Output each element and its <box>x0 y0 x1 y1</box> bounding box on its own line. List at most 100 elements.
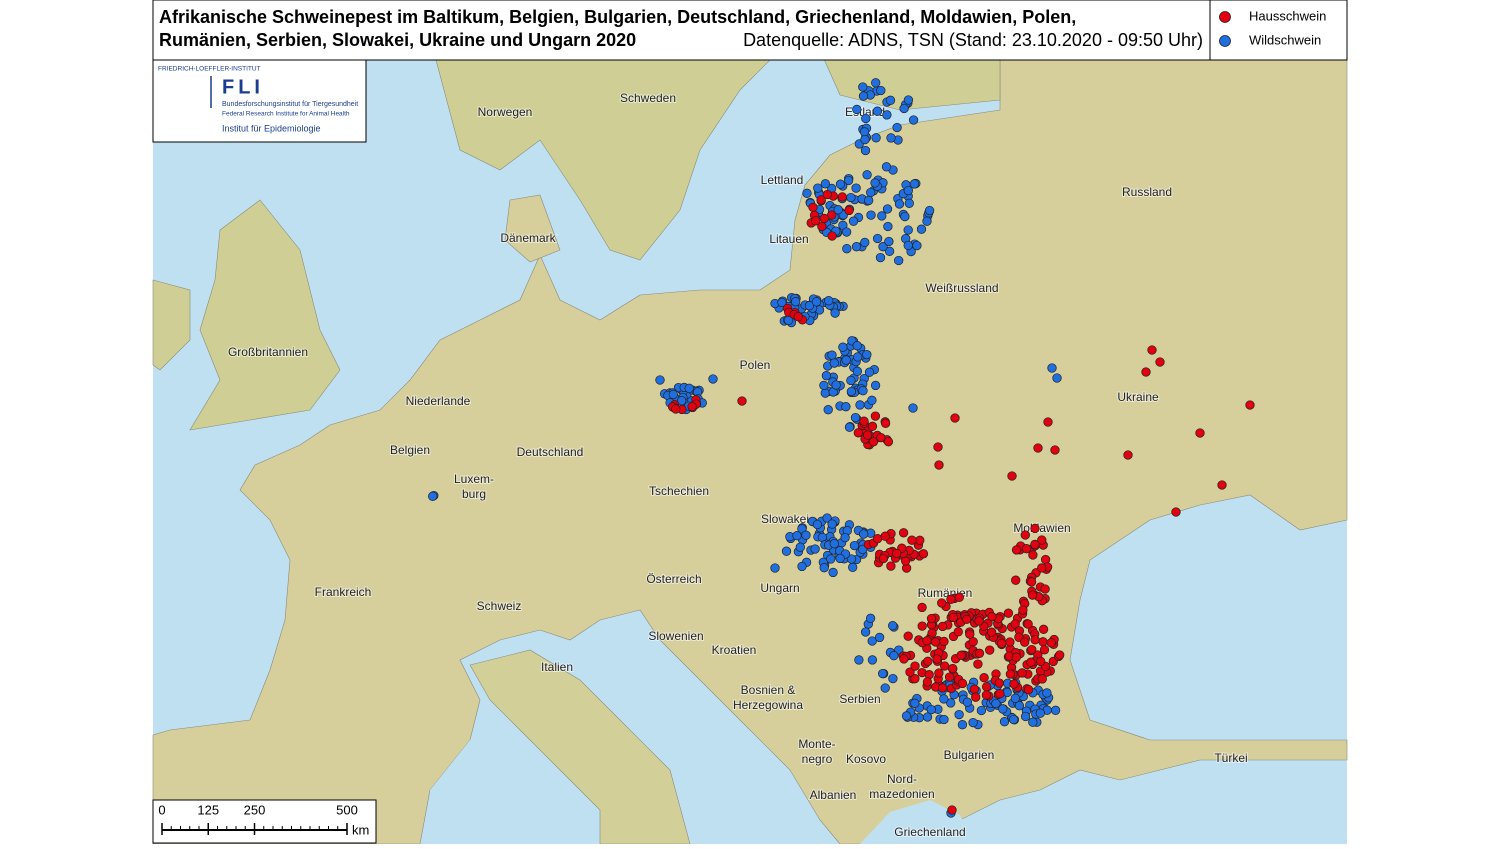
outbreak-point <box>1217 480 1227 490</box>
outbreak-point <box>876 432 886 443</box>
outbreak-point <box>820 388 830 398</box>
outbreak-point <box>1011 575 1021 585</box>
outbreak-point <box>1141 367 1151 377</box>
land-denmark <box>504 194 561 263</box>
outbreak-point <box>905 667 915 677</box>
outbreak-point <box>817 221 827 232</box>
outbreak-point <box>894 255 904 266</box>
outbreak-point <box>777 297 787 308</box>
outbreak-point <box>884 246 895 256</box>
outbreak-point <box>687 401 697 412</box>
outbreak-point <box>811 297 822 307</box>
legend-marker <box>1219 11 1231 23</box>
outbreak-point <box>841 227 852 237</box>
outbreak-point <box>885 95 896 105</box>
outbreak-point <box>878 242 888 252</box>
outbreak-point <box>932 654 942 664</box>
outbreak-point <box>842 244 852 254</box>
outbreak-point <box>781 546 792 556</box>
outbreak-point <box>946 698 956 708</box>
outbreak-point <box>1171 507 1181 517</box>
outbreak-point <box>1020 711 1031 722</box>
outbreak-point <box>948 663 958 674</box>
outbreak-point <box>1245 400 1255 410</box>
outbreak-point <box>428 491 438 501</box>
outbreak-point <box>850 412 861 423</box>
outbreak-point <box>903 631 913 641</box>
outbreak-point <box>708 374 718 384</box>
outbreak-point <box>1123 450 1133 460</box>
outbreak-point <box>1038 637 1048 647</box>
outbreak-point <box>907 535 917 545</box>
outbreak-point <box>1010 619 1020 629</box>
country-label: Litauen <box>769 232 808 246</box>
outbreak-point <box>829 539 839 549</box>
outbreak-point <box>875 252 886 263</box>
outbreak-point <box>1037 674 1047 684</box>
outbreak-point <box>840 532 850 543</box>
land-great-britain <box>189 199 341 431</box>
country-label: Schweden <box>620 91 676 105</box>
country-label: Nord- <box>887 772 917 786</box>
outbreak-point <box>899 654 909 664</box>
outbreak-point <box>835 553 845 564</box>
outbreak-point <box>904 198 914 208</box>
outbreak-point <box>867 655 878 665</box>
outbreak-point <box>933 442 943 452</box>
outbreak-point <box>903 240 913 251</box>
outbreak-point <box>1023 619 1033 629</box>
outbreak-point <box>1195 428 1205 438</box>
outbreak-point <box>910 698 920 708</box>
outbreak-point <box>871 133 881 143</box>
outbreak-point <box>886 561 896 571</box>
outbreak-point <box>880 683 890 693</box>
country-label: Kroatien <box>712 643 757 657</box>
outbreak-point <box>668 389 678 400</box>
outbreak-point <box>950 413 960 423</box>
outbreak-point <box>862 170 872 180</box>
scale-tick-label: 0 <box>158 802 165 817</box>
outbreak-point <box>858 386 868 396</box>
title-box: Afrikanische Schweinepest im Baltikum, B… <box>152 0 1211 61</box>
country-label: Herzegowina <box>733 698 803 712</box>
outbreak-point <box>867 395 877 405</box>
outbreak-point <box>824 296 834 306</box>
country-label: Türkei <box>1214 751 1247 765</box>
outbreak-point <box>1043 417 1053 427</box>
outbreak-point <box>954 709 964 720</box>
outbreak-point <box>849 540 860 551</box>
outbreak-point <box>917 602 927 613</box>
outbreak-point <box>1007 471 1017 481</box>
country-label: Serbien <box>839 692 880 706</box>
outbreak-point <box>888 621 898 631</box>
country-label: Bosnien & <box>741 683 796 697</box>
outbreak-point <box>1026 657 1036 667</box>
outbreak-point <box>860 237 870 248</box>
country-label: Lettland <box>761 173 804 187</box>
country-label: Slowakei <box>761 512 809 526</box>
outbreak-point <box>969 684 980 694</box>
outbreak-point <box>848 216 859 226</box>
data-source: Datenquelle: ADNS, TSN (Stand: 23.10.202… <box>743 30 1203 50</box>
outbreak-point <box>791 297 801 307</box>
country-label: Bulgarien <box>944 748 995 762</box>
country-label: Deutschland <box>517 445 584 459</box>
outbreak-point <box>848 562 858 572</box>
outbreak-point <box>852 341 862 351</box>
scale-tick-label: 250 <box>244 802 266 817</box>
outbreak-point <box>894 199 905 209</box>
country-label: Kosovo <box>846 752 886 766</box>
outbreak-point <box>1026 577 1037 587</box>
outbreak-point <box>900 211 910 222</box>
country-label: Schweiz <box>477 599 522 613</box>
outbreak-point <box>915 535 925 545</box>
outbreak-point <box>937 683 948 693</box>
outbreak-point <box>804 301 815 311</box>
outbreak-point <box>883 221 893 232</box>
outbreak-point <box>837 192 847 202</box>
country-label: Frankreich <box>315 585 372 599</box>
outbreak-point <box>976 705 987 716</box>
outbreak-point <box>926 704 936 715</box>
country-label: Russland <box>1122 185 1172 199</box>
map: NorwegenSchwedenEstlandLettlandRusslandD… <box>152 0 1348 845</box>
